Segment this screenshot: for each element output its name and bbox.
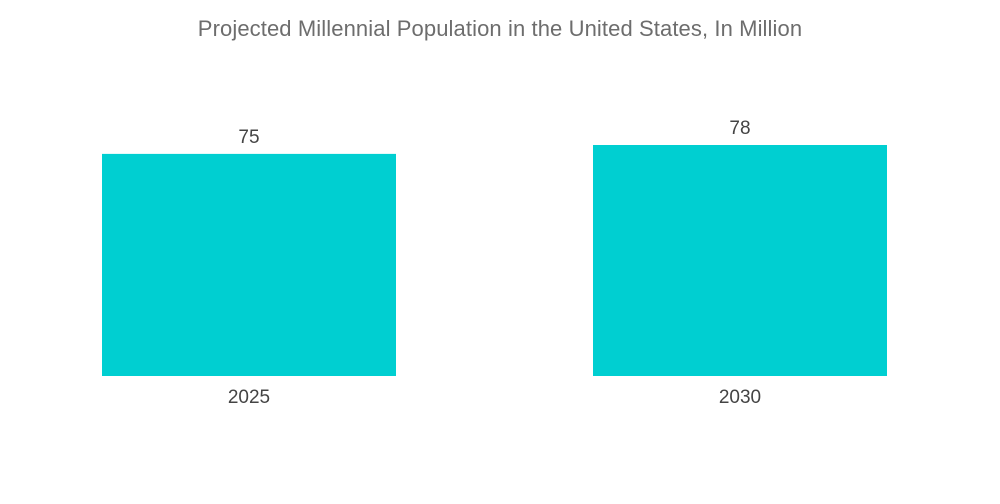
data-label-2025: 75 <box>238 127 259 148</box>
x-tick-label-2030: 2030 <box>719 387 761 408</box>
chart-title: Projected Millennial Population in the U… <box>197 16 803 41</box>
data-label-2030: 78 <box>729 118 750 139</box>
x-tick-label-2025: 2025 <box>228 387 270 408</box>
bar-2025 <box>102 153 396 376</box>
bar-2030 <box>593 145 887 376</box>
